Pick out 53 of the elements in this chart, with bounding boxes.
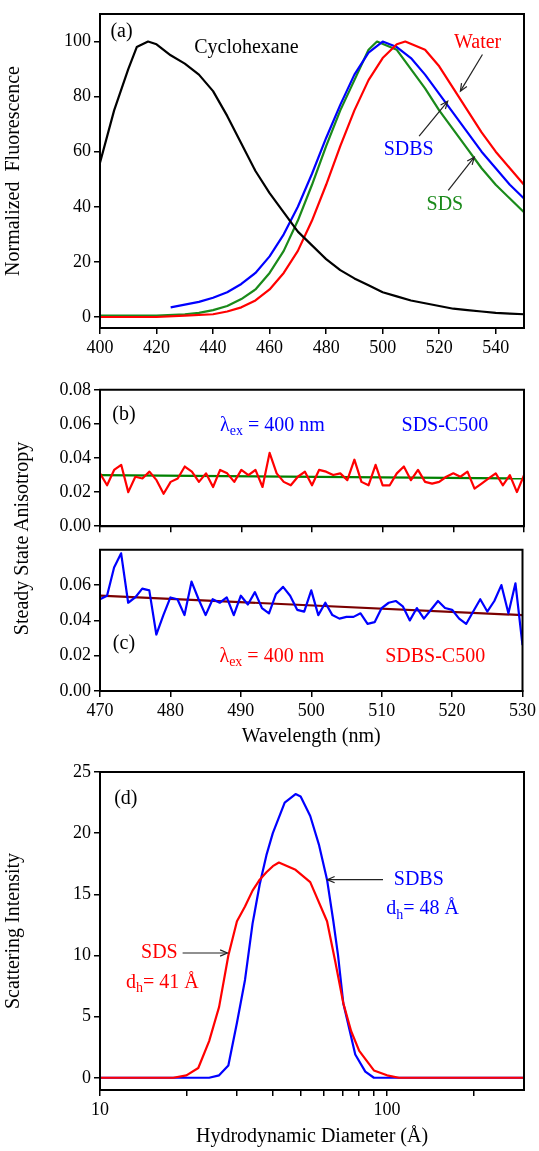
text: SDS bbox=[141, 940, 178, 963]
annotation: SDS-C500 bbox=[401, 412, 489, 435]
y-tick-label: 0.00 bbox=[59, 514, 91, 535]
y-tick-label: 0.06 bbox=[59, 573, 91, 594]
x-axis-title: Wavelength (nm) bbox=[241, 724, 381, 748]
x-tick-label: 470 bbox=[86, 699, 114, 720]
x-tick-label: 460 bbox=[256, 336, 284, 357]
x-tick-label: 520 bbox=[425, 336, 453, 357]
y-tick-label: 0.06 bbox=[59, 412, 91, 433]
annotation: (a) bbox=[110, 19, 133, 43]
y-tick-label: 0 bbox=[82, 1066, 91, 1087]
y-tick-label: 100 bbox=[64, 30, 91, 51]
x-tick-label: 500 bbox=[369, 336, 397, 357]
x-tick-label: 480 bbox=[156, 699, 184, 720]
x-tick-label: 480 bbox=[312, 336, 340, 357]
annotation: (c) bbox=[112, 631, 136, 655]
annotation: SDBS-C500 bbox=[385, 643, 486, 666]
y-tick-label: 20 bbox=[73, 821, 91, 842]
x-tick-label: 540 bbox=[482, 336, 510, 357]
y-tick-label: 0.04 bbox=[59, 446, 91, 467]
y-tick-label: 5 bbox=[82, 1005, 91, 1026]
y-tick-label: 0.02 bbox=[59, 644, 91, 665]
series-label: Water bbox=[454, 29, 502, 52]
y-tick-label: 0.08 bbox=[59, 378, 91, 399]
x-tick-label: 420 bbox=[143, 336, 171, 357]
x-tick-label: 490 bbox=[227, 699, 255, 720]
x-tick-label: 440 bbox=[199, 336, 227, 357]
y-tick-label: 0.00 bbox=[59, 679, 91, 700]
y-axis-title: Scattering Intensity bbox=[1, 852, 25, 1010]
y-tick-label: 0 bbox=[82, 305, 91, 326]
y-tick-label: 0.04 bbox=[59, 609, 91, 630]
x-tick-label: 530 bbox=[509, 699, 536, 720]
annotation: (d) bbox=[114, 786, 138, 810]
x-tick-label: 400 bbox=[86, 336, 114, 357]
x-tick-label: 500 bbox=[297, 699, 325, 720]
y-axis-title: Steady State Anisotropy bbox=[10, 441, 34, 636]
x-tick-label: 520 bbox=[438, 699, 466, 720]
annotation: (b) bbox=[112, 402, 136, 426]
y-tick-label: 0.02 bbox=[59, 480, 91, 501]
y-tick-label: 25 bbox=[73, 760, 91, 781]
x-tick-label: 510 bbox=[368, 699, 396, 720]
y-tick-label: 10 bbox=[73, 944, 91, 965]
y-tick-label: 60 bbox=[73, 140, 91, 161]
x-axis-title: Hydrodynamic Diameter (Å) bbox=[195, 1124, 429, 1148]
text: SDBS bbox=[393, 866, 444, 889]
y-tick-label: 15 bbox=[73, 883, 91, 904]
series-label: SDBS bbox=[383, 137, 434, 160]
y-tick-label: 40 bbox=[73, 195, 91, 216]
y-tick-label: 80 bbox=[73, 85, 91, 106]
y-tick-label: 20 bbox=[73, 250, 91, 271]
series-label: SDS bbox=[426, 192, 464, 215]
series-label: Cyclohexane bbox=[194, 34, 299, 58]
y-axis-title: Normalized Fluorescence bbox=[1, 65, 24, 276]
